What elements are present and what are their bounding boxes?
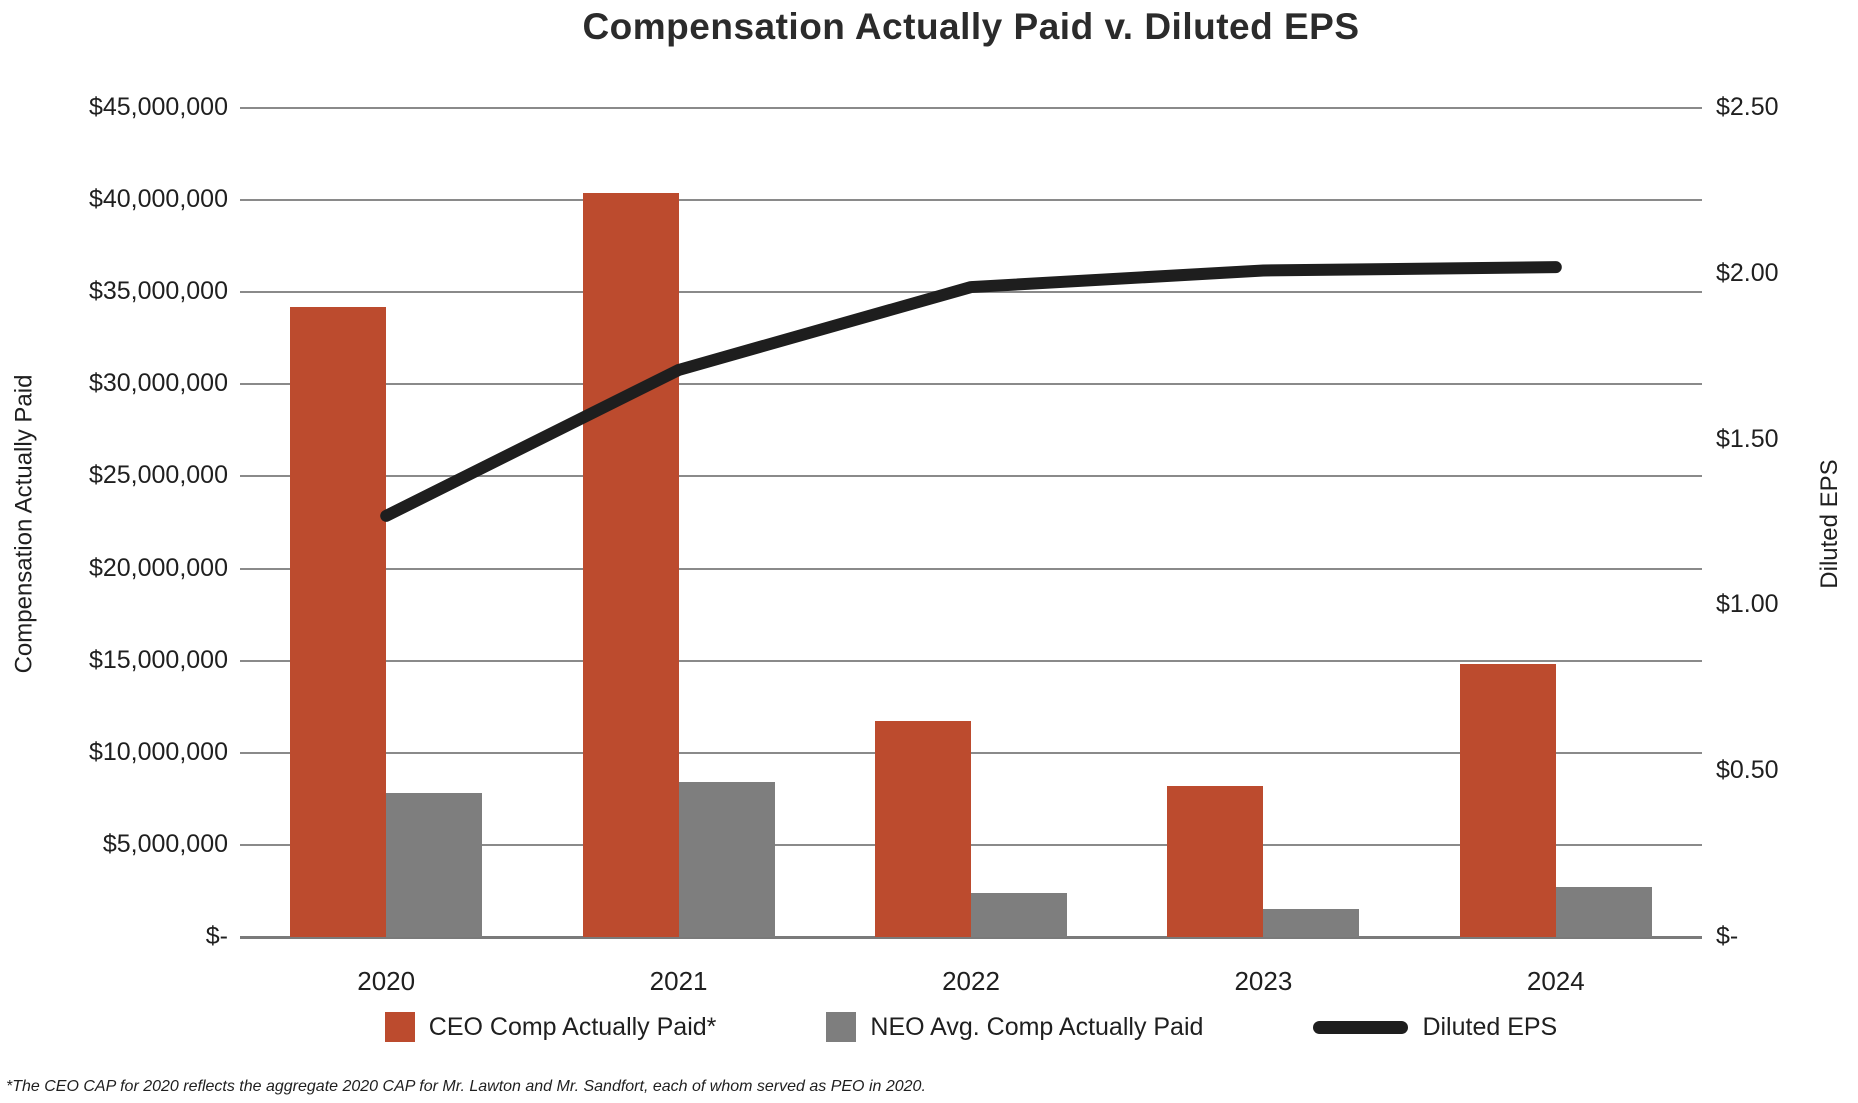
- y-axis-left-tick-label: $15,000,000: [88, 645, 228, 674]
- gridline: [240, 567, 1702, 570]
- ceo-cap-bar-2022: [875, 721, 971, 937]
- neo-cap-bar-2024: [1555, 887, 1652, 937]
- y-axis-left-tick-label: $10,000,000: [88, 737, 228, 766]
- x-axis-label-2024: 2024: [1526, 966, 1585, 996]
- y-axis-right-tick-label: $2.50: [1716, 93, 1779, 121]
- ceo-bar-swatch-icon: [384, 1012, 415, 1042]
- ceo-cap-bar-2021: [582, 192, 679, 937]
- neo-cap-bar-2020: [386, 793, 483, 937]
- gridline: [240, 199, 1702, 202]
- neo-cap-bar-2021: [678, 782, 775, 937]
- left-axis-title: Compensation Actually Paid: [10, 374, 38, 674]
- right-axis-title: Diluted EPS: [1816, 459, 1843, 589]
- gridline: [240, 475, 1702, 478]
- gridline: [240, 751, 1702, 754]
- eps-line: [380, 261, 1562, 522]
- footnote: *The CEO CAP for 2020 reflects the aggre…: [6, 1078, 926, 1095]
- x-axis-label-2020: 2020: [357, 966, 416, 996]
- chart-title: Compensation Actually Paid v. Diluted EP…: [582, 6, 1360, 47]
- y-axis-right-tick-label: $1.00: [1716, 590, 1779, 619]
- legend-label-eps: Diluted EPS: [1422, 1012, 1558, 1041]
- neo-bar-swatch-icon: [826, 1012, 857, 1042]
- y-axis-left-tick-label: $40,000,000: [88, 185, 228, 214]
- y-axis-right-tick-label: $2.00: [1716, 258, 1779, 287]
- x-axis-label-2021: 2021: [649, 966, 708, 996]
- ceo-cap-bar-2023: [1167, 785, 1264, 937]
- neo-cap-bar-2023: [1263, 909, 1360, 937]
- y-axis-left-tick-label: $45,000,000: [88, 93, 228, 121]
- legend-label-ceo: CEO Comp Actually Paid*: [428, 1012, 717, 1041]
- legend-item-neo: NEO Avg. Comp Actually Paid: [826, 1012, 1203, 1042]
- legend-item-eps: Diluted EPS: [1313, 1013, 1557, 1042]
- neo-cap-bar-2022: [971, 892, 1067, 937]
- ceo-cap-bar-2020: [290, 306, 387, 937]
- y-axis-left-tick-label: $35,000,000: [88, 277, 228, 306]
- y-axis-right-tick-label: $1.50: [1716, 424, 1779, 453]
- y-axis-right-tick-label: $-: [1716, 922, 1739, 950]
- gridline: [240, 659, 1702, 662]
- ceo-cap-bar-2024: [1459, 664, 1556, 937]
- x-axis-label-2022: 2022: [942, 966, 1000, 996]
- y-axis-right-tick-label: $0.50: [1716, 756, 1779, 785]
- x-axis-label-2023: 2023: [1234, 966, 1293, 996]
- gridline: [240, 843, 1702, 846]
- y-axis-left-tick-label: $25,000,000: [88, 461, 228, 490]
- gridline: [240, 383, 1702, 386]
- legend: CEO Comp Actually Paid* NEO Avg. Comp Ac…: [240, 1012, 1702, 1042]
- x-axis-line: [240, 936, 1702, 939]
- y-axis-left-tick-label: $30,000,000: [88, 369, 228, 398]
- legend-label-neo: NEO Avg. Comp Actually Paid: [870, 1012, 1204, 1041]
- eps-line-swatch-icon: [1313, 1020, 1409, 1034]
- y-axis-left-tick-label: $5,000,000: [102, 829, 228, 858]
- y-axis-left-tick-label: $-: [205, 922, 228, 950]
- y-axis-left-tick-label: $20,000,000: [88, 553, 228, 582]
- gridline: [240, 107, 1702, 109]
- legend-item-ceo: CEO Comp Actually Paid*: [384, 1012, 717, 1042]
